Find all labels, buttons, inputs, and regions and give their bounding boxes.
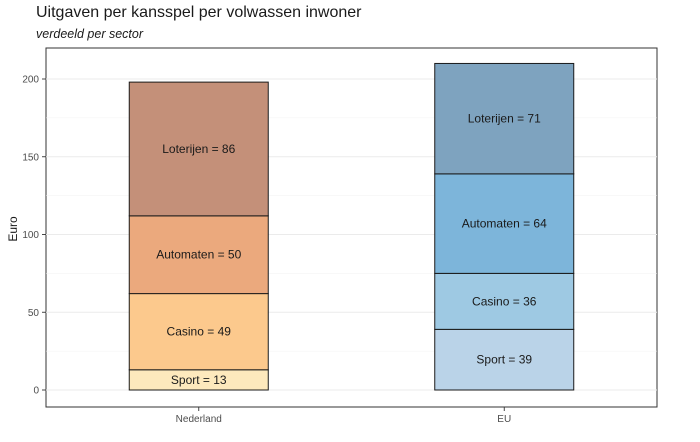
y-axis: 0 50 100 150 200 <box>22 75 46 397</box>
segment-label: Loterijen = 86 <box>162 142 235 156</box>
chart-title: Uitgaven per kansspel per volwassen inwo… <box>36 4 362 21</box>
segment-label: Casino = 49 <box>167 325 232 339</box>
y-tick-label: 150 <box>22 152 39 163</box>
segment-label: Automaten = 64 <box>462 217 547 231</box>
y-tick-label: 200 <box>22 75 39 86</box>
bar-segment <box>128 215 269 295</box>
segment-label: Sport = 39 <box>476 353 532 367</box>
y-tick-label: 100 <box>22 230 39 241</box>
bars: Sport = 13 Casino = 49 Automaten = 50 Loter… <box>128 62 575 391</box>
x-tick-label: Nederland <box>176 414 222 425</box>
segment-label: Automaten = 50 <box>156 248 241 262</box>
y-tick-label: 50 <box>28 308 40 319</box>
segment-label: Loterijen = 71 <box>468 112 541 126</box>
x-axis: Nederland EU <box>176 407 511 425</box>
segment-label: Sport = 13 <box>171 373 227 387</box>
bar-segment <box>128 293 269 371</box>
bar-segment <box>128 81 269 217</box>
x-tick-label: EU <box>497 414 511 425</box>
chart-subtitle: verdeeld per sector <box>36 27 144 41</box>
bar-segment <box>434 328 575 391</box>
bar-segment <box>434 62 575 175</box>
y-tick-label: 0 <box>33 386 39 397</box>
bar-segment <box>434 272 575 330</box>
y-axis-label: Euro <box>6 216 20 242</box>
segment-label: Casino = 36 <box>472 294 537 308</box>
